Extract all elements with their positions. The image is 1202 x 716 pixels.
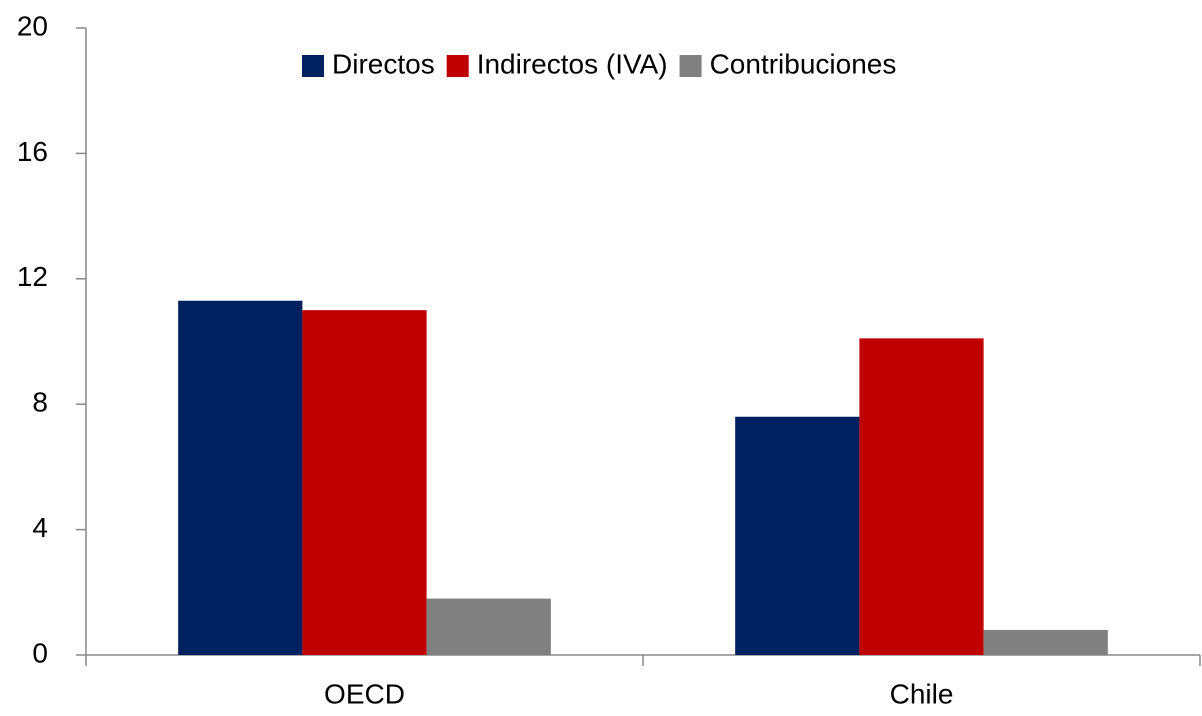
legend-label: Contribuciones: [710, 48, 897, 79]
legend-label: Directos: [332, 48, 435, 79]
bar: [178, 300, 303, 655]
y-tick-label: 0: [32, 637, 48, 668]
bar: [735, 416, 860, 655]
x-tick-label: Chile: [890, 678, 954, 709]
bar: [983, 629, 1108, 655]
legend-swatch: [446, 55, 469, 77]
bar: [426, 598, 551, 655]
y-tick-label: 20: [17, 10, 48, 41]
y-tick-label: 12: [17, 261, 48, 292]
x-tick-label: OECD: [324, 678, 405, 709]
y-tick-label: 8: [32, 387, 48, 418]
y-tick-label: 16: [17, 136, 48, 167]
legend-label: Indirectos (IVA): [477, 48, 668, 79]
legend-swatch: [679, 55, 702, 77]
bar: [859, 338, 984, 655]
y-tick-label: 4: [32, 512, 48, 543]
bar: [302, 310, 427, 655]
legend-swatch: [302, 55, 324, 77]
